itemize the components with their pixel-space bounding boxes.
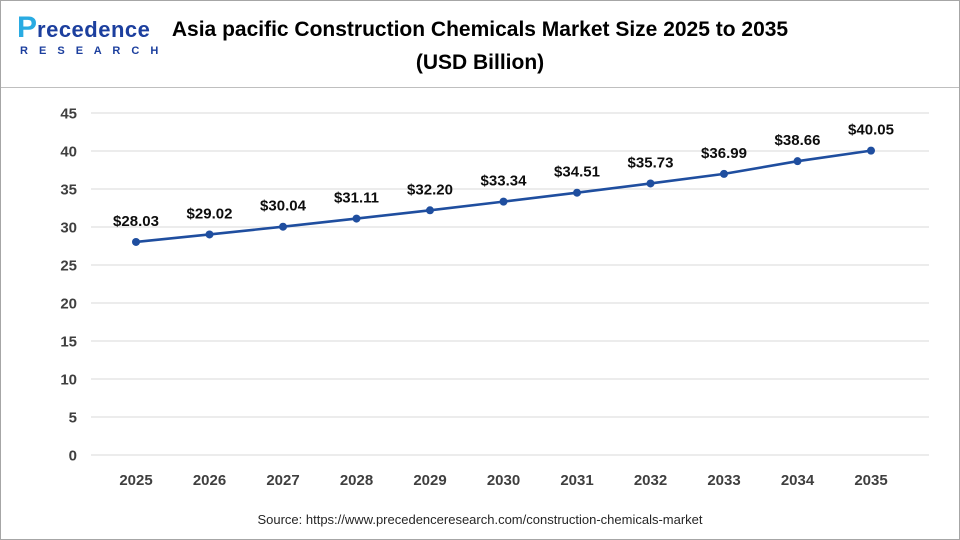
y-tick-label: 25 <box>60 258 77 275</box>
y-tick-label: 0 <box>69 448 77 465</box>
data-point <box>573 188 581 197</box>
series-line <box>134 149 873 244</box>
x-tick-label: 2030 <box>487 472 520 489</box>
y-tick-label: 35 <box>60 182 77 199</box>
data-label: $34.51 <box>554 164 600 181</box>
data-point <box>426 206 434 215</box>
x-tick-label: 2027 <box>266 472 299 489</box>
x-tick-label: 2034 <box>781 472 815 489</box>
data-point <box>720 169 728 178</box>
x-tick-label: 2033 <box>707 472 740 489</box>
y-tick-label: 40 <box>60 144 77 161</box>
y-tick-label: 20 <box>60 296 77 313</box>
data-label: $36.99 <box>701 145 747 162</box>
y-tick-label: 45 <box>60 106 77 123</box>
y-tick-label: 30 <box>60 220 77 237</box>
data-label: $40.05 <box>848 122 894 139</box>
chart-title-line2: (USD Billion) <box>415 50 545 74</box>
data-label: $29.02 <box>187 205 233 222</box>
y-tick-label: 5 <box>69 410 77 427</box>
data-label: $30.04 <box>260 198 307 215</box>
chart-title-line1: Asia pacific Construction Chemicals Mark… <box>171 18 789 41</box>
source-text: Source: https://www.precedenceresearch.c… <box>257 512 703 527</box>
y-tick-label: 10 <box>60 372 77 389</box>
x-tick-label: 2028 <box>340 472 373 489</box>
logo-brand-text: recedence <box>37 17 151 42</box>
data-label: $31.11 <box>334 190 379 207</box>
x-tick-label: 2026 <box>193 472 226 489</box>
logo-p-glyph: P <box>17 11 38 44</box>
data-label: $38.66 <box>775 132 821 149</box>
data-label: $33.34 <box>481 173 528 190</box>
data-point <box>132 237 140 246</box>
logo-sub-text: R E S E A R C H <box>20 45 163 57</box>
data-label: $28.03 <box>113 213 159 230</box>
data-point <box>646 179 655 188</box>
chart-title: Asia pacific Construction Chemicals Mark… <box>1 1 959 79</box>
x-tick-label: 2029 <box>413 472 446 489</box>
data-point <box>279 222 287 231</box>
data-point <box>867 146 875 155</box>
data-point <box>499 197 508 206</box>
x-tick-label: 2031 <box>560 472 593 489</box>
data-label: $32.20 <box>407 181 453 198</box>
data-label: $35.73 <box>628 154 674 171</box>
data-point <box>352 214 361 223</box>
x-tick-label: 2032 <box>634 472 667 489</box>
y-tick-label: 15 <box>60 334 77 351</box>
x-tick-label: 2035 <box>854 472 887 489</box>
data-point <box>205 230 214 239</box>
data-point <box>793 157 802 166</box>
x-tick-label: 2025 <box>119 472 152 489</box>
